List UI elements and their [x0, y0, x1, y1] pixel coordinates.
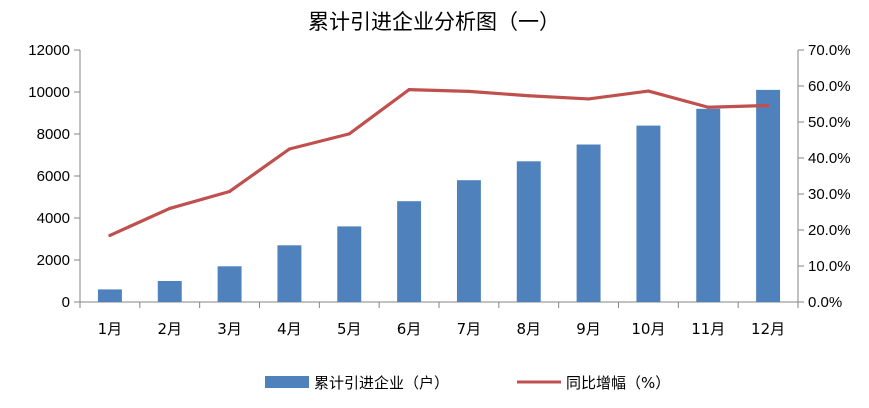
y-right-tick-label: 0.0%	[808, 294, 842, 311]
y-right-tick-label: 60.0%	[808, 78, 851, 95]
y-left-tick-label: 6000	[37, 168, 70, 185]
chart-title: 累计引进企业分析图（一）	[308, 10, 560, 34]
line-series	[108, 87, 770, 237]
line-path	[109, 87, 769, 237]
x-tick-label: 3月	[217, 320, 242, 338]
x-tick-label: 4月	[277, 320, 302, 338]
x-tick-label: 12月	[751, 320, 785, 338]
x-tick-label: 9月	[576, 320, 601, 338]
y-left-tick-label: 8000	[37, 126, 70, 143]
legend-label-line: 同比增幅（%）	[566, 374, 670, 392]
legend: 累计引进企业（户） 同比增幅（%）	[265, 374, 670, 392]
x-tick-label: 1月	[98, 320, 123, 338]
y-left-tick-label: 10000	[28, 84, 70, 101]
line-point	[287, 147, 292, 151]
x-tick-label: 11月	[691, 320, 725, 338]
line-point	[168, 206, 172, 210]
bar	[636, 125, 661, 302]
bar	[456, 180, 481, 302]
y-left-tick-label: 0	[62, 294, 70, 311]
y-right-tick-label: 10.0%	[808, 258, 851, 275]
y-left-tick-label: 4000	[37, 210, 70, 227]
y-right-tick-label: 20.0%	[808, 222, 851, 239]
x-tick-label: 8月	[516, 320, 541, 338]
line-point	[227, 189, 232, 194]
bar	[696, 108, 721, 302]
bar	[337, 226, 362, 302]
x-tick-label: 10月	[631, 320, 665, 338]
line-point	[646, 89, 651, 93]
legend-swatch-bar	[265, 376, 309, 388]
line-point	[108, 233, 112, 237]
x-tick-label: 6月	[397, 320, 422, 338]
bar	[157, 281, 182, 302]
line-point	[527, 94, 531, 98]
line-point	[467, 89, 471, 93]
y-right-tick-label: 50.0%	[808, 114, 851, 131]
y-right-tick-label: 70.0%	[808, 42, 851, 59]
legend-label-bar: 累计引进企业（户）	[314, 374, 449, 392]
line-point	[586, 97, 591, 101]
line-point	[347, 132, 351, 136]
chart-axes: 0 2000 4000 6000 8000 10000 12000 0.0% 10.0% 20.0…	[28, 42, 850, 338]
x-tick-label: 7月	[457, 320, 482, 338]
bar	[516, 161, 541, 302]
bar	[97, 289, 122, 302]
bar	[217, 266, 242, 302]
y-right-tick-label: 30.0%	[808, 186, 851, 203]
line-point	[766, 103, 770, 108]
y-left-tick-label: 2000	[37, 252, 70, 269]
bar-series	[97, 89, 781, 303]
bar	[576, 144, 601, 302]
bar	[756, 89, 781, 303]
x-tick-label: 2月	[157, 320, 182, 338]
bar	[397, 201, 422, 302]
y-right-tick-label: 40.0%	[808, 150, 851, 167]
line-point	[706, 105, 710, 109]
x-tick-label: 5月	[337, 320, 362, 338]
bar	[277, 245, 302, 302]
y-left-tick-label: 12000	[28, 42, 70, 59]
line-point	[407, 88, 411, 92]
